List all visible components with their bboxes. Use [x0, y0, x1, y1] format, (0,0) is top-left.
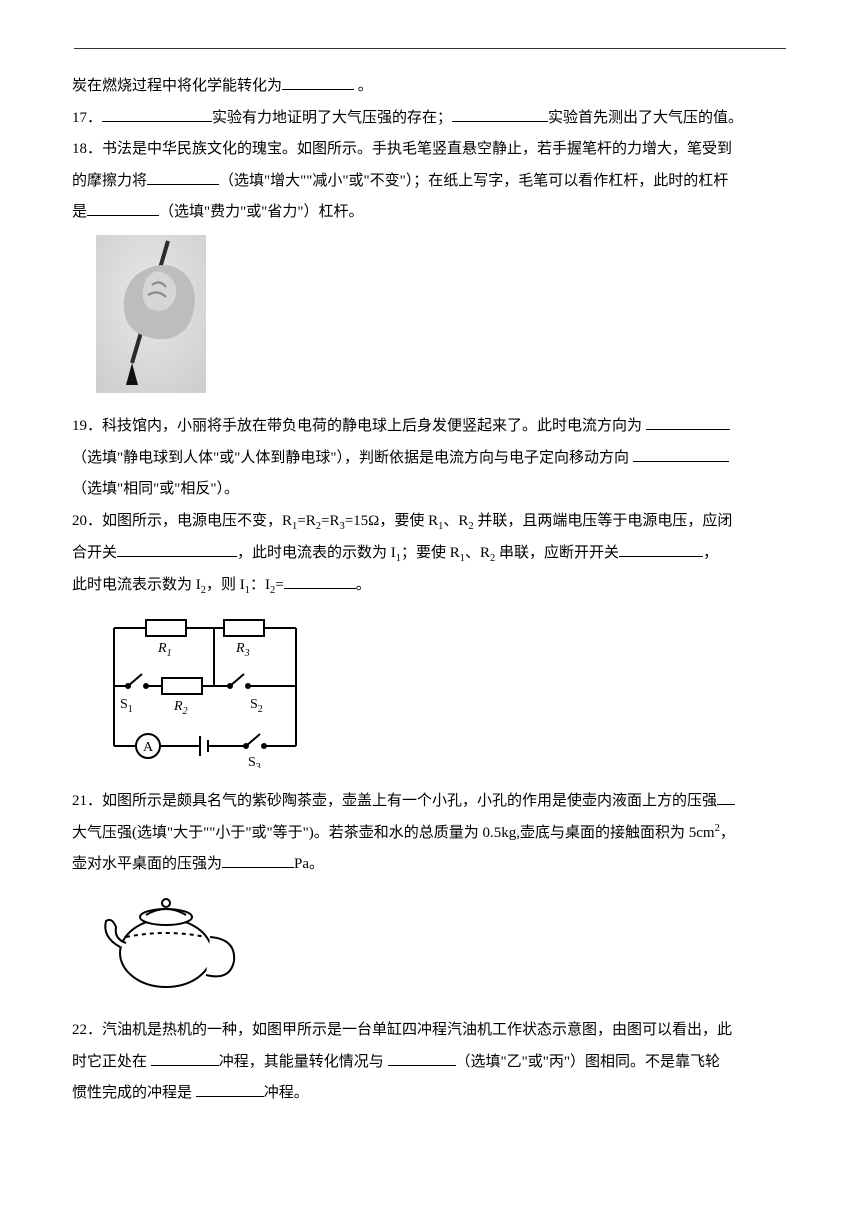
q21-blank1 [222, 852, 294, 868]
q20-period: 。 [356, 577, 371, 593]
q18-blank2 [87, 200, 159, 216]
q21-num: 21． [72, 793, 102, 809]
q20-num: 20． [72, 513, 102, 529]
q21-line1: 21．如图所示是颇具名气的紫砂陶茶壶，壶盖上有一个小孔，小孔的作用是使壶内液面上… [72, 786, 788, 818]
q22-line3: 惯性完成的冲程是 冲程。 [72, 1078, 788, 1110]
q20-t3b: ，则 I [206, 577, 245, 593]
label-r2: R2 [173, 699, 188, 717]
q22-t2c: （选填"乙"或"丙"）图相同。不是靠飞轮 [456, 1054, 721, 1070]
q16-period: 。 [354, 78, 373, 94]
q22-t2b: 冲程，其能量转化情况与 [219, 1054, 388, 1070]
q19-blank2 [633, 446, 729, 462]
q16-text: 炭在燃烧过程中将化学能转化为 [72, 78, 282, 94]
q20-line2: 合开关，此时电流表的示数为 I1；要使 R1、R2 串联，应断开开关， [72, 538, 788, 570]
q21-t3b: Pa。 [294, 856, 324, 872]
q18-t2b: （选填"增大""减小"或"不变"）；在纸上写字，毛笔可以看作杠杆，此时的杠杆 [219, 173, 728, 189]
q22-t1: 汽油机是热机的一种，如图甲所示是一台单缸四冲程汽油机工作状态示意图，由图可以看出… [102, 1022, 732, 1038]
q22-t3a: 惯性完成的冲程是 [72, 1085, 196, 1101]
q18-figure [96, 235, 788, 406]
q20-par: 并联，且两端电压等于电源电压，应闭 [474, 513, 733, 529]
brush-hand-icon [96, 235, 206, 393]
q19-num: 19． [72, 418, 102, 434]
q22-blank2 [388, 1050, 456, 1066]
q21-t1: 如图所示是颇具名气的紫砂陶茶壶，壶盖上有一个小孔，小孔的作用是使壶内液面上方的压… [102, 793, 717, 809]
q17-blank1 [102, 106, 212, 122]
q17-num: 17． [72, 110, 102, 126]
label-r3: R3 [235, 641, 250, 659]
q20-t3a: 此时电流表示数为 I [72, 577, 201, 593]
q18-t3a: 是 [72, 204, 87, 220]
label-ammeter: A [143, 740, 154, 755]
q20-eq2: =R [321, 513, 339, 529]
q19-line3: （选填"相同"或"相反"）。 [72, 474, 788, 506]
q21-t3a: 壶对水平桌面的压强为 [72, 856, 222, 872]
q20-blank1 [117, 541, 237, 557]
q16-fragment: 炭在燃烧过程中将化学能转化为 。 [72, 71, 788, 103]
q20-t2c: ；要使 R [401, 545, 460, 561]
q18-t2a: 的摩擦力将 [72, 173, 147, 189]
q20-t3d: = [275, 577, 283, 593]
label-s3: S3 [248, 755, 261, 768]
q20-eq1: =R [297, 513, 315, 529]
q20-t2a: 合开关 [72, 545, 117, 561]
label-r1: R1 [157, 641, 172, 659]
q19-t1: 科技馆内，小丽将手放在带负电荷的静电球上后身发便竖起来了。此时电流方向为 [102, 418, 646, 434]
q18-line3: 是 （选填"费力"或"省力"）杠杆。 [72, 197, 788, 229]
circuit-diagram-icon: R1 R3 R2 S1 S2 S3 A [96, 608, 316, 768]
q17-end: 实验首先测出了大气压的值。 [548, 110, 743, 126]
q20-blank2 [619, 541, 703, 557]
teapot-icon [96, 887, 246, 997]
q18-line1: 18．书法是中华民族文化的瑰宝。如图所示。手执毛笔竖直悬空静止，若手握笔杆的力增… [72, 134, 788, 166]
q20-figure: R1 R3 R2 S1 S2 S3 A [96, 608, 788, 781]
q22-t3b: 冲程。 [264, 1085, 309, 1101]
q20-t2b: ，此时电流表的示数为 I [237, 545, 396, 561]
q21-line2: 大气压强(选填"大于""小于"或"等于")。若茶壶和水的总质量为 0.5kg,壶… [72, 818, 788, 850]
q20-line3: 此时电流表示数为 I2，则 I1：I2=。 [72, 570, 788, 602]
q18-t3b: （选填"费力"或"省力"）杠杆。 [159, 204, 364, 220]
q20-val: =15Ω，要使 R [345, 513, 438, 529]
q21-blank0 [717, 789, 735, 805]
q16-blank [282, 74, 354, 90]
top-horizontal-rule [74, 48, 786, 49]
q22-blank3 [196, 1081, 264, 1097]
q18-blank1 [147, 169, 219, 185]
q20-line1: 20．如图所示，电源电压不变，R1=R2=R3=15Ω，要使 R1、R2 并联，… [72, 506, 788, 538]
q22-t2a: 时它正处在 [72, 1054, 151, 1070]
q19-t2: （选填"静电球到人体"或"人体到静电球"），判断依据是电流方向与电子定向移动方向 [72, 450, 633, 466]
q22-blank1 [151, 1050, 219, 1066]
label-s1: S1 [120, 697, 133, 715]
q21-t2a: 大气压强(选填"大于""小于"或"等于")。若茶壶和水的总质量为 0.5kg,壶… [72, 825, 715, 841]
q19-line2: （选填"静电球到人体"或"人体到静电球"），判断依据是电流方向与电子定向移动方向 [72, 443, 788, 475]
q20-t2d: 串联，应断开开关 [495, 545, 619, 561]
q18-num: 18． [72, 141, 102, 157]
q19-line1: 19．科技馆内，小丽将手放在带负电荷的静电球上后身发便竖起来了。此时电流方向为 [72, 411, 788, 443]
q21-figure [96, 887, 788, 1010]
q19-t3: （选填"相同"或"相反"）。 [72, 481, 239, 497]
q20-t3c: ：I [250, 577, 270, 593]
q20-comma: ， [703, 545, 718, 561]
q19-blank1 [646, 414, 730, 430]
q17-mid: 实验有力地证明了大气压强的存在； [212, 110, 452, 126]
q22-num: 22． [72, 1022, 102, 1038]
q18-t1: 书法是中华民族文化的瑰宝。如图所示。手执毛笔竖直悬空静止，若手握笔杆的力增大，笔… [102, 141, 732, 157]
q20-blank3 [284, 573, 356, 589]
q21-line3: 壶对水平桌面的压强为 Pa。 [72, 849, 788, 881]
q22-line1: 22．汽油机是热机的一种，如图甲所示是一台单缸四冲程汽油机工作状态示意图，由图可… [72, 1015, 788, 1047]
q21-t2b: ， [720, 825, 735, 841]
q22-line2: 时它正处在 冲程，其能量转化情况与 （选填"乙"或"丙"）图相同。不是靠飞轮 [72, 1047, 788, 1079]
q18-line2: 的摩擦力将 （选填"增大""减小"或"不变"）；在纸上写字，毛笔可以看作杠杆，此时… [72, 166, 788, 198]
q17-blank2 [452, 106, 548, 122]
q20-t1a: 如图所示，电源电压不变，R [102, 513, 292, 529]
label-s2: S2 [250, 697, 263, 715]
q17: 17． 实验有力地证明了大气压强的存在； 实验首先测出了大气压的值。 [72, 103, 788, 135]
